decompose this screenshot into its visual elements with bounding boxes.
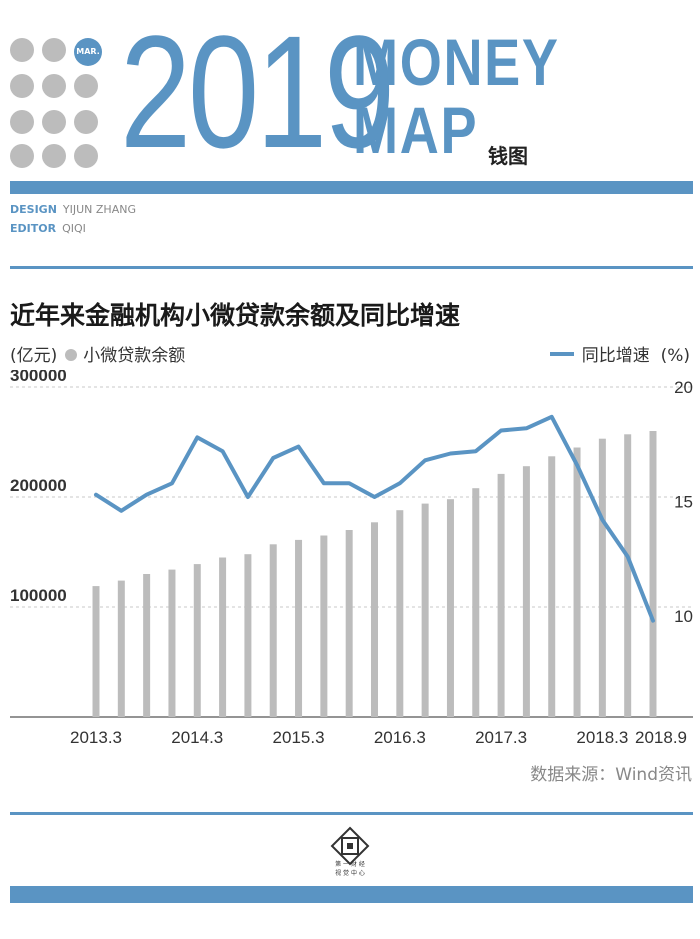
y-right-tick-label: 15 <box>674 493 693 512</box>
x-tick-label: 2014.3 <box>171 728 223 747</box>
right-axis-unit: (%) <box>660 346 690 366</box>
x-tick-label: 2017.3 <box>475 728 527 747</box>
legend-left: (亿元) 小微贷款余额 <box>10 341 185 366</box>
series-title-line1: MONEY <box>353 25 560 99</box>
bar <box>396 510 404 717</box>
bar <box>421 503 429 717</box>
y-left-tick-label: 300000 <box>10 370 67 385</box>
bar <box>446 499 454 717</box>
bar-legend-label: 小微贷款余额 <box>83 346 186 366</box>
bar-legend-swatch <box>65 349 78 361</box>
header-divider <box>10 181 693 194</box>
bar <box>244 554 252 717</box>
bar <box>573 447 581 717</box>
footer-divider-top <box>10 812 693 815</box>
credit-editor: EDITOR QIQI <box>10 222 86 235</box>
x-tick-label: 2018.9 <box>635 728 687 747</box>
bar <box>371 522 378 717</box>
series-title-line2: MAP <box>353 93 479 167</box>
bar <box>219 557 227 717</box>
decorative-dot-grid <box>10 38 110 178</box>
y-right-tick-label: 20 <box>674 378 693 397</box>
bar <box>143 574 151 717</box>
bar <box>295 539 303 717</box>
data-source: 数据来源：Wind资讯 <box>530 765 692 785</box>
credit-design-value: YIJUN ZHANG <box>62 203 136 216</box>
bar <box>92 586 100 717</box>
x-tick-label: 2016.3 <box>374 728 426 747</box>
x-tick-label: 2018.3 <box>576 728 628 747</box>
section-divider <box>10 266 693 269</box>
month-badge: MAR. <box>74 38 102 66</box>
bar <box>320 535 328 717</box>
line-legend-label: 同比增速 <box>581 346 650 366</box>
studio-logo-icon <box>330 826 370 866</box>
series-title: MONEY MAP <box>353 28 560 164</box>
chart-title: 近年来金融机构小微贷款余额及同比增速 <box>10 301 461 330</box>
x-tick-label: 2015.3 <box>273 728 325 747</box>
credit-design: DESIGN YIJUN ZHANG <box>10 203 136 216</box>
studio-logo-text: 第 一 财 经 视 觉 中 心 <box>320 860 380 878</box>
bar <box>117 580 125 717</box>
bar <box>598 438 606 717</box>
y-left-tick-label: 200000 <box>10 476 67 495</box>
left-axis-unit: (亿元) <box>10 346 58 366</box>
year-title: 2019 <box>120 2 395 181</box>
bar <box>649 431 657 717</box>
chart-plot: 100000 200000 300000 10 15 20 2013.3 2014.3 2015… <box>10 370 693 747</box>
bar <box>497 473 505 717</box>
credit-design-key: DESIGN <box>10 203 57 216</box>
logo-line1: 第 一 财 经 <box>335 861 365 868</box>
bar <box>168 569 176 717</box>
credit-editor-value: QIQI <box>62 222 86 235</box>
bar <box>522 466 530 717</box>
bar <box>624 434 632 717</box>
growth-rate-line <box>94 414 655 623</box>
bar <box>548 456 556 717</box>
bar <box>472 488 480 717</box>
logo-line2: 视 觉 中 心 <box>335 870 365 877</box>
legend-right: 同比增速 (%) <box>549 341 690 366</box>
footer-divider-bottom <box>10 886 693 903</box>
y-left-tick-label: 100000 <box>10 586 67 605</box>
y-right-tick-label: 10 <box>674 607 693 626</box>
series-subtitle: 钱图 <box>488 144 528 168</box>
bar <box>345 530 353 717</box>
bar <box>193 564 201 717</box>
bar <box>269 544 277 717</box>
credit-editor-key: EDITOR <box>10 222 57 235</box>
line-legend-swatch <box>549 352 574 356</box>
x-tick-label: 2013.3 <box>70 728 122 747</box>
